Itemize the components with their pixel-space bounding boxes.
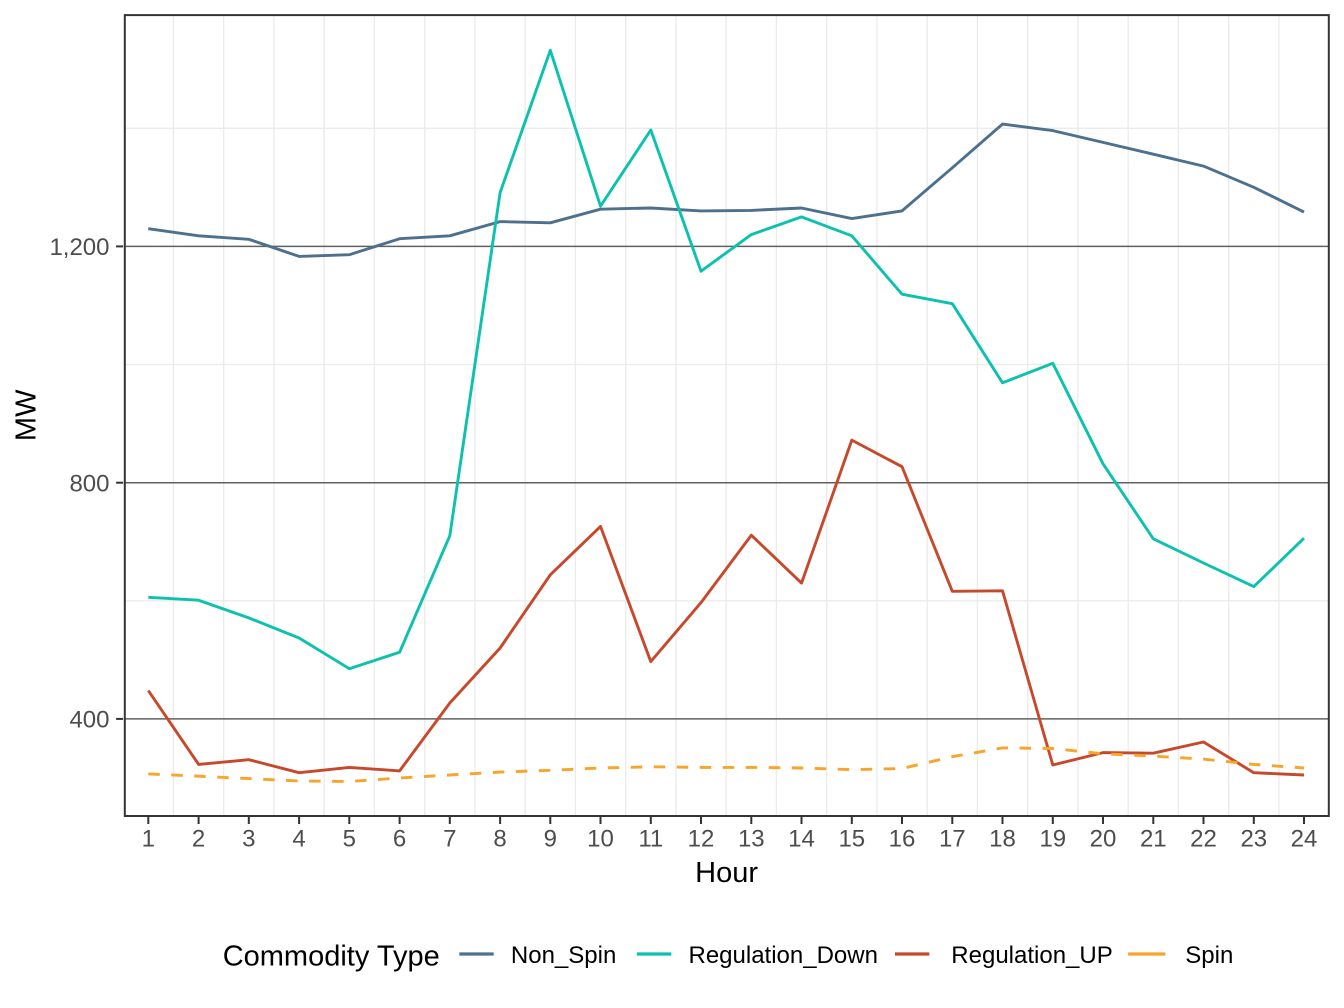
svg-text:13: 13 xyxy=(738,826,765,853)
svg-text:21: 21 xyxy=(1140,826,1167,853)
svg-text:5: 5 xyxy=(343,826,356,853)
svg-text:12: 12 xyxy=(688,826,715,853)
svg-text:Non_Spin: Non_Spin xyxy=(511,942,616,969)
svg-text:6: 6 xyxy=(393,826,406,853)
svg-text:Spin: Spin xyxy=(1185,942,1233,969)
svg-text:10: 10 xyxy=(587,826,614,853)
svg-text:20: 20 xyxy=(1090,826,1117,853)
svg-text:19: 19 xyxy=(1039,826,1066,853)
svg-text:23: 23 xyxy=(1240,826,1267,853)
svg-text:11: 11 xyxy=(638,826,663,853)
svg-text:17: 17 xyxy=(939,826,966,853)
svg-text:MW: MW xyxy=(11,389,43,441)
svg-text:Hour: Hour xyxy=(695,857,758,889)
svg-text:2: 2 xyxy=(192,826,205,853)
svg-text:7: 7 xyxy=(443,826,456,853)
svg-text:9: 9 xyxy=(544,826,557,853)
svg-text:16: 16 xyxy=(889,826,916,853)
svg-text:Commodity Type: Commodity Type xyxy=(223,941,440,973)
svg-text:Regulation_Down: Regulation_Down xyxy=(689,942,878,969)
svg-text:15: 15 xyxy=(838,826,865,853)
svg-text:22: 22 xyxy=(1190,826,1217,853)
svg-text:18: 18 xyxy=(989,826,1016,853)
svg-text:1,200: 1,200 xyxy=(49,234,109,261)
svg-text:3: 3 xyxy=(242,826,255,853)
svg-text:1: 1 xyxy=(142,826,155,853)
svg-text:400: 400 xyxy=(69,707,109,734)
svg-text:14: 14 xyxy=(788,826,815,853)
svg-text:Regulation_UP: Regulation_UP xyxy=(951,942,1112,969)
svg-text:800: 800 xyxy=(69,470,109,497)
svg-text:24: 24 xyxy=(1291,826,1318,853)
svg-text:4: 4 xyxy=(292,826,305,853)
svg-text:8: 8 xyxy=(493,826,506,853)
